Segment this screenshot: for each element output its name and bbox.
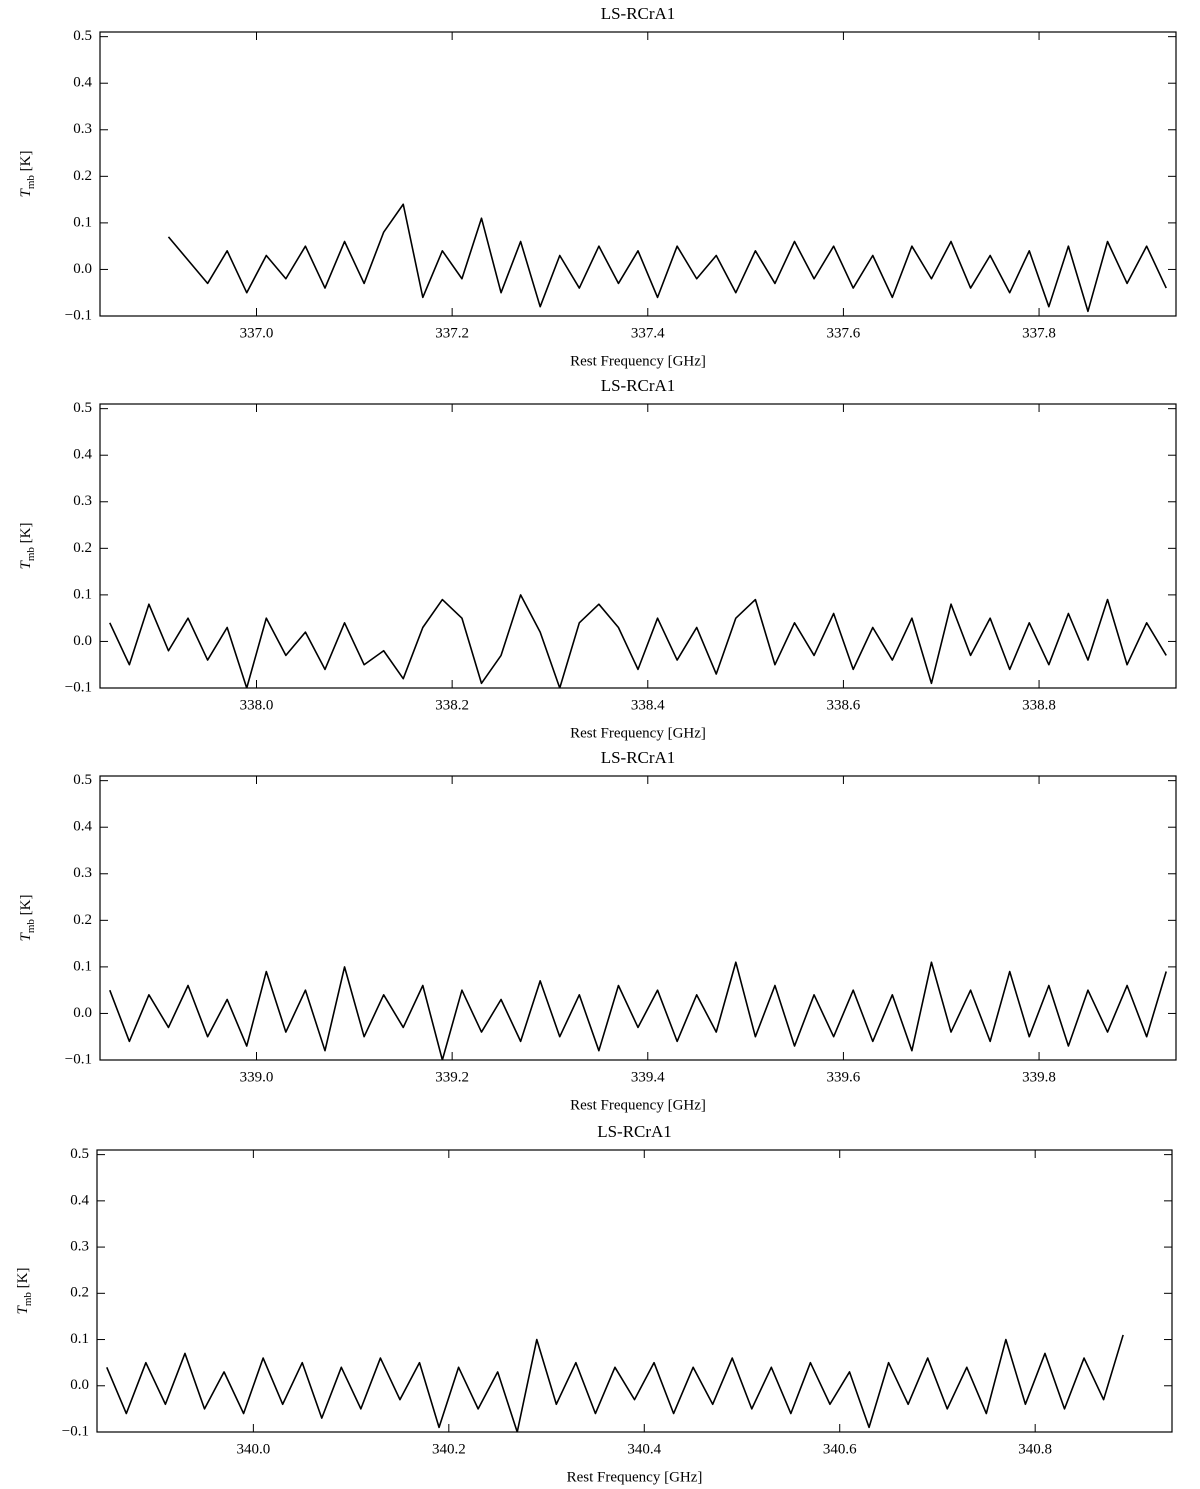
x-tick-label: 338.2 — [435, 697, 469, 713]
x-tick-label: 340.8 — [1018, 1441, 1052, 1457]
spectrum-line — [106, 1334, 1124, 1432]
panel: LS-RCrA1 Rest Frequency [GHz] Tmb [K] −0.1 0… — [15, 1122, 1173, 1485]
x-tick-label: 338.4 — [631, 697, 665, 713]
y-label-symbol: T — [18, 187, 34, 197]
x-tick-label: 340.2 — [432, 1441, 466, 1457]
x-tick-label: 339.4 — [631, 1069, 665, 1085]
panel: LS-RCrA1 Rest Frequency [GHz] Tmb [K] −0.1 0… — [18, 748, 1177, 1113]
axes-frame — [99, 31, 1177, 317]
y-tick-label: 0.1 — [73, 214, 92, 230]
y-label-subscript: mb — [22, 1292, 34, 1307]
y-tick-label: 0.5 — [73, 772, 92, 788]
y-tick-label: 0.4 — [73, 819, 92, 835]
y-tick-label: 0.1 — [73, 586, 92, 602]
y-tick-label: 0.4 — [73, 447, 92, 463]
y-label-subscript: mb — [25, 547, 37, 562]
y-label-symbol: T — [18, 559, 34, 569]
axes-frame — [99, 775, 1177, 1061]
x-tick-label: 340.6 — [823, 1441, 857, 1457]
x-axis-label: Rest Frequency [GHz] — [570, 353, 706, 369]
x-tick-label: 339.0 — [240, 1069, 274, 1085]
chart-title: LS-RCrA1 — [601, 4, 676, 23]
y-tick-label: 0.3 — [73, 865, 92, 881]
y-axis-label: Tmb [K] — [18, 895, 36, 942]
y-label-symbol: T — [18, 931, 34, 941]
y-tick-label: −0.1 — [65, 307, 92, 323]
x-tick-label: 340.0 — [236, 1441, 270, 1457]
y-tick-label: 0.1 — [73, 958, 92, 974]
y-tick-label: 0.3 — [70, 1239, 89, 1255]
y-tick-label: 0.2 — [73, 168, 92, 184]
y-label-unit: [K] — [18, 895, 34, 920]
x-tick-label: 339.6 — [827, 1069, 861, 1085]
chart-title: LS-RCrA1 — [601, 748, 676, 767]
spectrum-line — [167, 203, 1167, 313]
y-tick-label: 0.5 — [70, 1146, 89, 1162]
y-axis-label: Tmb [K] — [18, 151, 36, 198]
y-tick-label: 0.3 — [73, 121, 92, 137]
x-tick-label: 340.4 — [627, 1441, 661, 1457]
y-tick-label: 0.2 — [73, 540, 92, 556]
x-axis-label: Rest Frequency [GHz] — [570, 725, 706, 741]
y-tick-label: −0.1 — [65, 679, 92, 695]
x-tick-label: 339.8 — [1022, 1069, 1056, 1085]
y-axis-label: Tmb [K] — [15, 1268, 33, 1315]
x-tick-label: 338.0 — [240, 697, 274, 713]
y-tick-label: −0.1 — [65, 1051, 92, 1067]
y-axis-label: Tmb [K] — [18, 523, 36, 570]
x-axis-label: Rest Frequency [GHz] — [567, 1469, 703, 1485]
y-label-unit: [K] — [15, 1268, 31, 1293]
y-tick-label: 0.5 — [73, 400, 92, 416]
x-axis-label: Rest Frequency [GHz] — [570, 1097, 706, 1113]
y-label-unit: [K] — [18, 151, 34, 176]
axes-frame — [99, 403, 1177, 689]
chart-title: LS-RCrA1 — [597, 1122, 672, 1141]
y-tick-label: 0.4 — [73, 75, 92, 91]
x-tick-label: 337.8 — [1022, 325, 1056, 341]
y-tick-label: 0.2 — [70, 1285, 89, 1301]
y-label-unit: [K] — [18, 523, 34, 548]
x-tick-label: 337.0 — [240, 325, 274, 341]
y-tick-label: 0.5 — [73, 28, 92, 44]
x-tick-label: 337.4 — [631, 325, 665, 341]
y-label-symbol: T — [15, 1304, 31, 1314]
spectrum-line — [109, 594, 1167, 688]
x-tick-label: 339.2 — [435, 1069, 469, 1085]
y-tick-label: 0.2 — [73, 912, 92, 928]
plot-area — [167, 203, 1167, 313]
plot-area — [109, 961, 1167, 1060]
y-tick-label: −0.1 — [62, 1423, 89, 1439]
plot-area — [109, 594, 1167, 688]
panel: LS-RCrA1 Rest Frequency [GHz] Tmb [K] −0.1 0… — [18, 376, 1177, 741]
y-label-subscript: mb — [25, 175, 37, 190]
y-tick-label: 0.0 — [73, 1005, 92, 1021]
x-tick-label: 337.6 — [827, 325, 861, 341]
x-tick-label: 338.8 — [1022, 697, 1056, 713]
y-tick-label: 0.4 — [70, 1192, 89, 1208]
axes-frame — [96, 1149, 1173, 1433]
spectrum-line — [109, 961, 1167, 1060]
x-tick-label: 337.2 — [435, 325, 469, 341]
y-tick-label: 0.1 — [70, 1331, 89, 1347]
y-tick-label: 0.3 — [73, 493, 92, 509]
y-tick-label: 0.0 — [73, 261, 92, 277]
x-tick-label: 338.6 — [827, 697, 861, 713]
plot-area — [106, 1334, 1124, 1432]
y-tick-label: 0.0 — [73, 633, 92, 649]
chart-title: LS-RCrA1 — [601, 376, 676, 395]
y-label-subscript: mb — [25, 919, 37, 934]
panel: LS-RCrA1 Rest Frequency [GHz] Tmb [K] −0.1 0… — [18, 4, 1177, 369]
y-tick-label: 0.0 — [70, 1377, 89, 1393]
